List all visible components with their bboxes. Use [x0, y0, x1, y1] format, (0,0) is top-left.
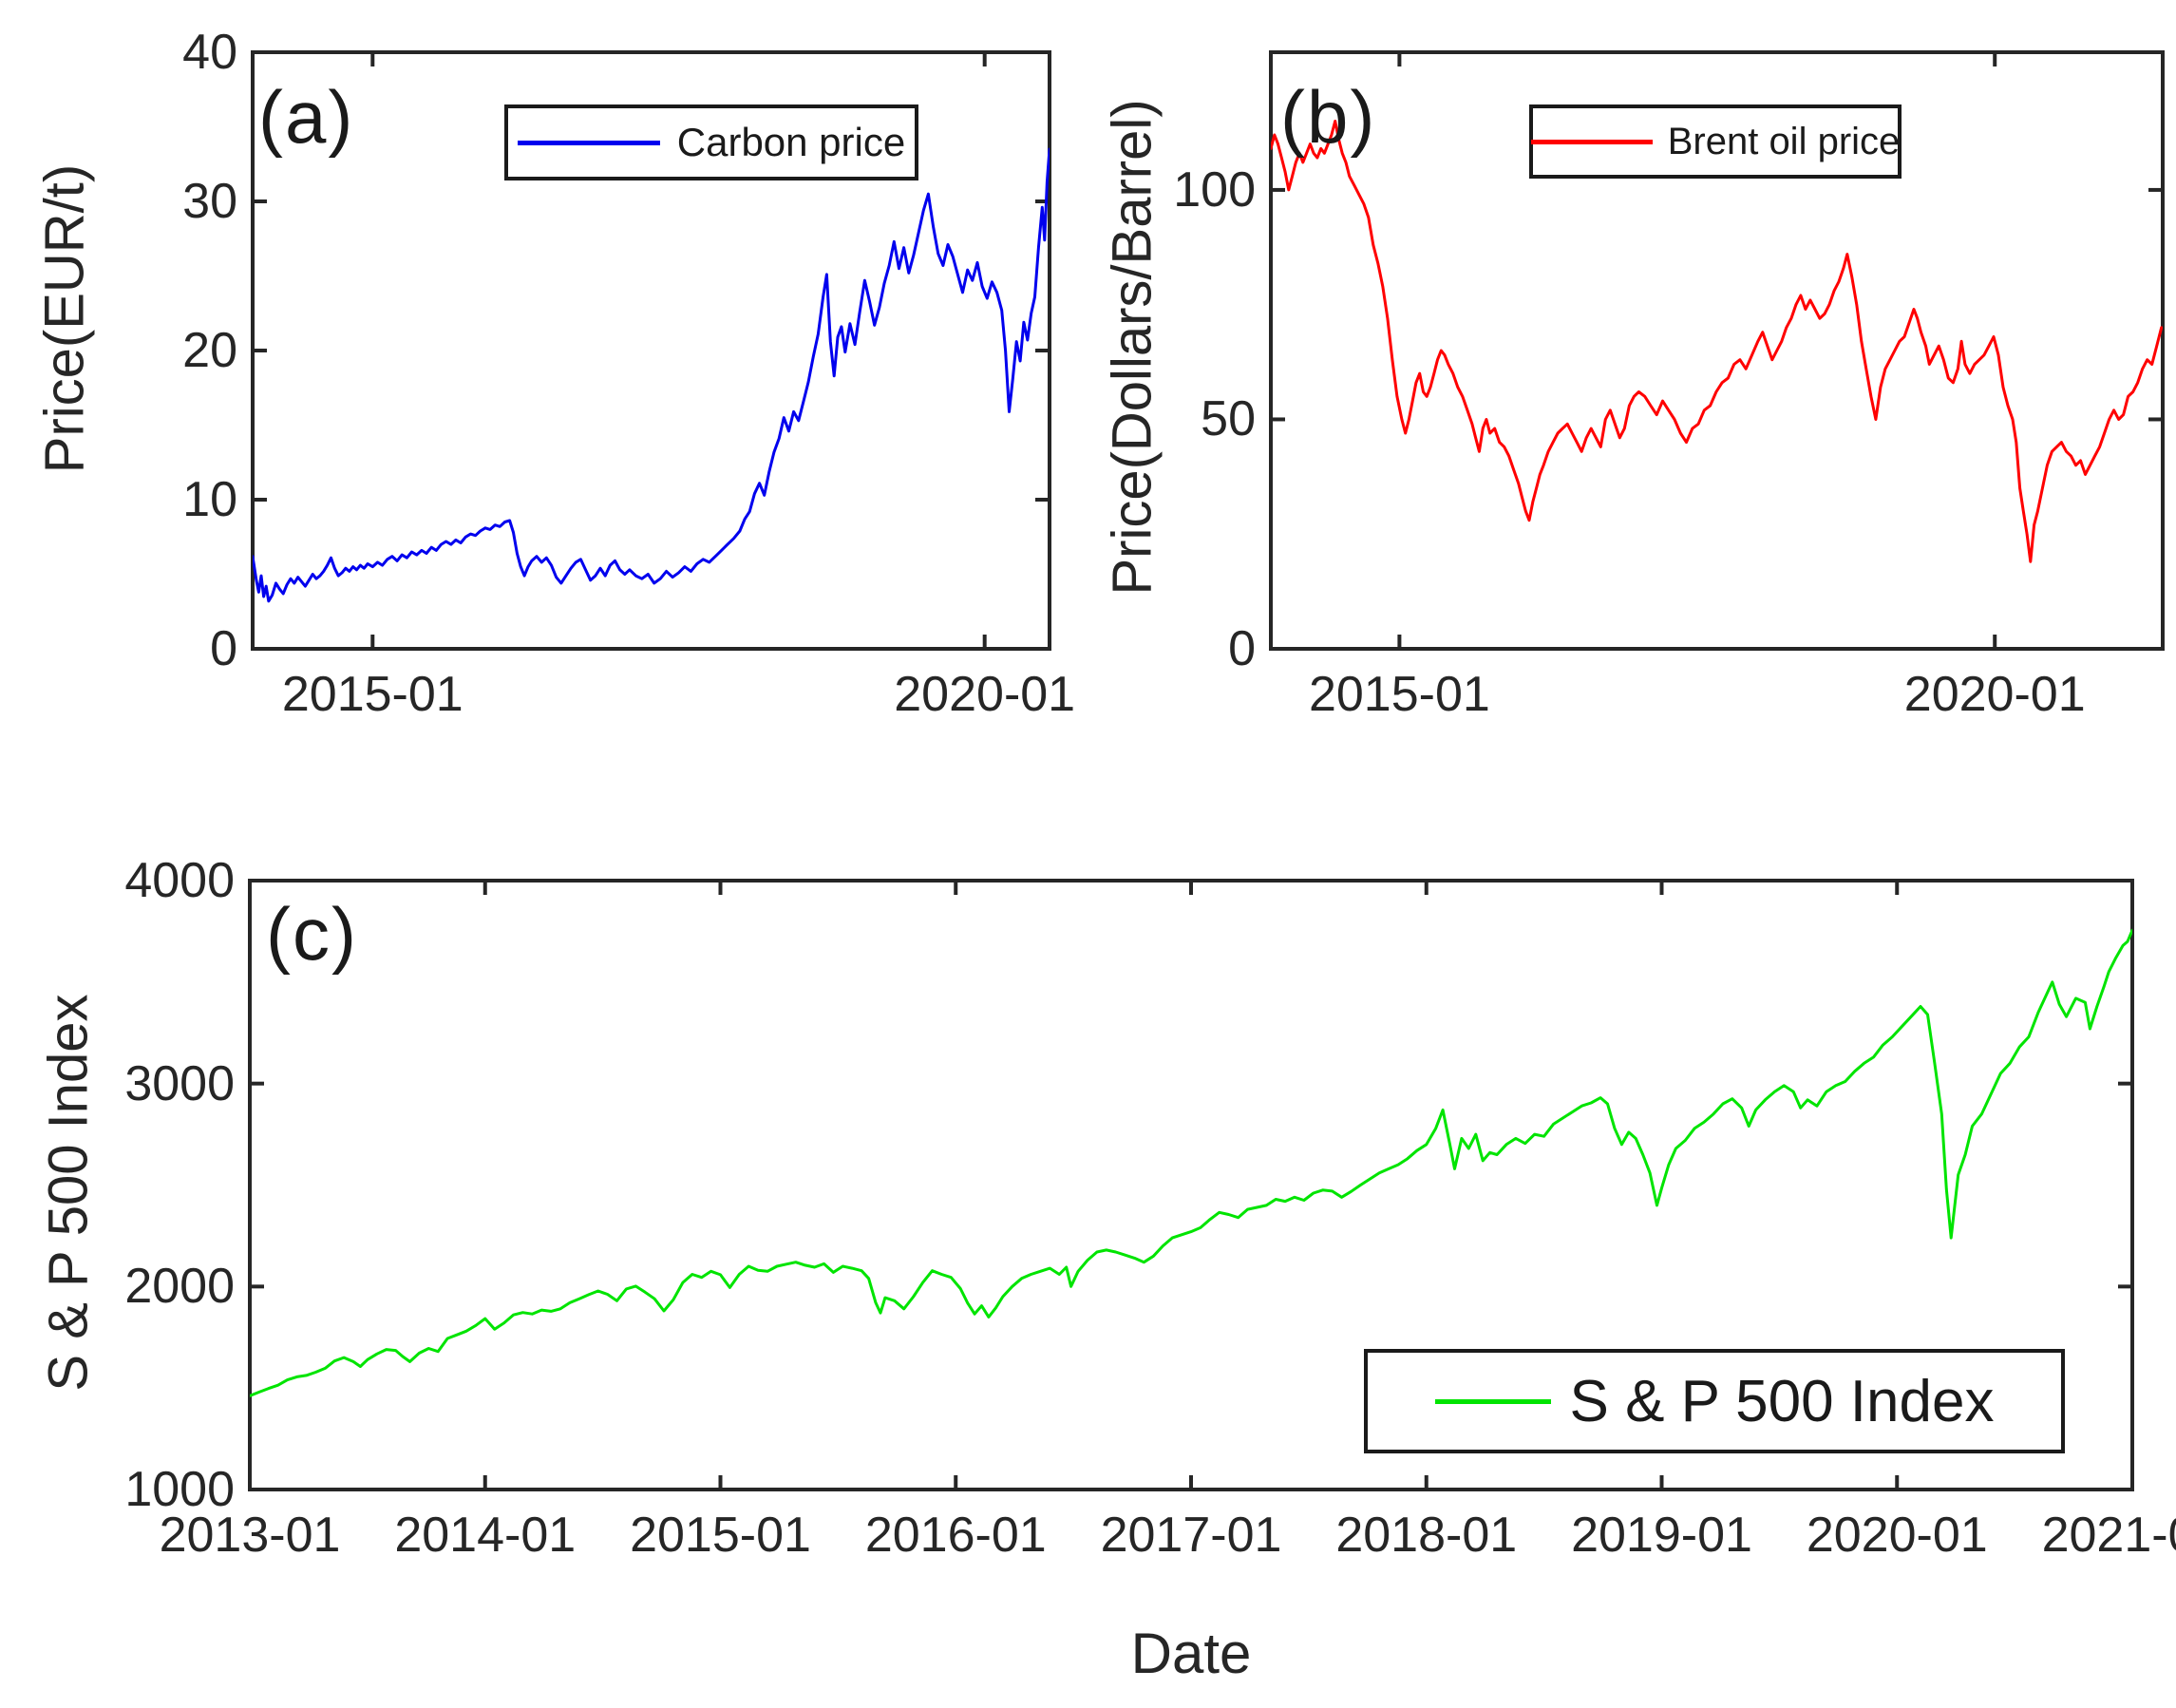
y-tick-label: 4000 — [124, 853, 235, 908]
y-tick-label: 30 — [182, 174, 237, 229]
series-line-s-p-500-index — [250, 928, 2132, 1397]
y-axis-label-carbon: Price(EUR/t) — [33, 163, 96, 474]
x-axis-title-date: Date — [1130, 1622, 1252, 1685]
y-axis-label-sp500: S & P 500 Index — [37, 994, 100, 1392]
x-tick-label: 2014-01 — [394, 1508, 577, 1563]
x-tick-label: 2013-01 — [159, 1508, 341, 1563]
y-tick-label: 0 — [1228, 621, 1256, 676]
x-tick-label: 2016-01 — [864, 1508, 1047, 1563]
y-tick-label: 10 — [182, 472, 237, 527]
panel-label-a: (a) — [258, 75, 355, 159]
x-tick-label: 2020-01 — [1903, 667, 2086, 722]
legend-sp500-index: S & P 500 Index — [1364, 1349, 2065, 1453]
x-tick-label: 2021-01 — [2041, 1508, 2176, 1563]
x-tick-label: 2015-01 — [630, 1508, 811, 1563]
panel-label-b: (b) — [1280, 75, 1377, 159]
x-tick-label: 2020-01 — [894, 667, 1076, 722]
legend-line-sample-green — [1434, 1398, 1551, 1404]
legend-label: S & P 500 Index — [1569, 1368, 1995, 1434]
y-tick-label: 2000 — [124, 1259, 235, 1315]
legend-carbon-price: Carbon price — [504, 104, 918, 180]
panel-label-c: (c) — [266, 892, 358, 976]
series-line-brent-oil-price — [1271, 120, 2163, 563]
x-tick-label: 2019-01 — [1571, 1508, 1752, 1563]
y-tick-label: 50 — [1201, 391, 1256, 447]
x-tick-label: 2020-01 — [1806, 1508, 1988, 1563]
y-tick-label: 1000 — [124, 1462, 235, 1517]
y-tick-label: 20 — [182, 323, 237, 378]
y-tick-label: 40 — [182, 25, 237, 80]
legend-label: Carbon price — [676, 120, 906, 164]
y-tick-label: 3000 — [124, 1055, 235, 1111]
legend-line-sample-red — [1530, 139, 1653, 144]
x-tick-label: 2017-01 — [1100, 1508, 1282, 1563]
y-tick-label: 0 — [210, 621, 237, 676]
y-tick-label: 100 — [1173, 161, 1256, 218]
x-tick-label: 2015-01 — [1308, 667, 1490, 722]
x-tick-label: 2018-01 — [1335, 1508, 1518, 1563]
legend-brent-oil-price: Brent oil price — [1529, 104, 1902, 179]
legend-line-sample-blue — [517, 140, 660, 145]
x-tick-label: 2015-01 — [281, 667, 464, 722]
axes-frame-panel-(b) — [1269, 50, 2165, 651]
y-axis-label-brent: Price(Dollars/Barrel) — [1101, 99, 1164, 596]
series-line-carbon-price — [253, 147, 1050, 603]
legend-label: Brent oil price — [1667, 120, 1901, 162]
